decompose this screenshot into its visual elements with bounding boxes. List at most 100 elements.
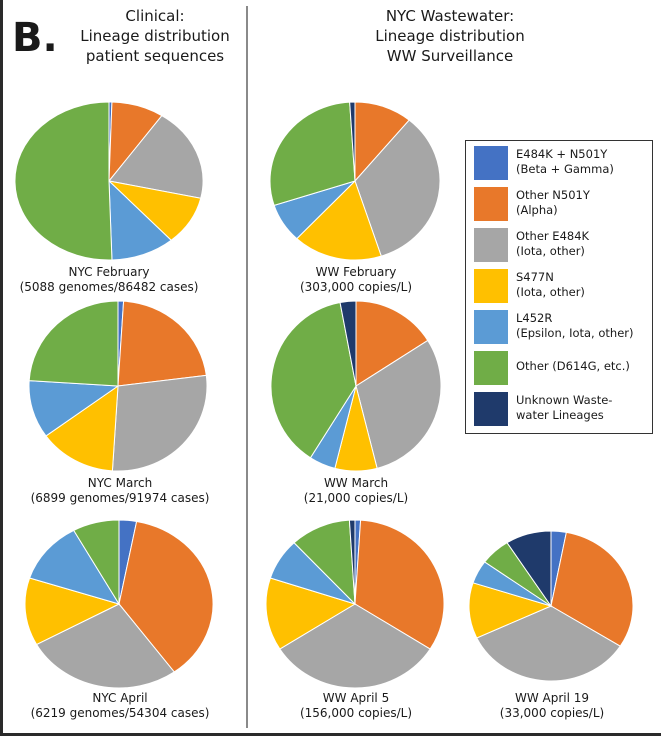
pie-slice-other	[269, 101, 356, 207]
pie-slice-s477n	[296, 180, 382, 261]
legend-item: Other E484K (Iota, other)	[466, 226, 654, 264]
pie-title: WW April 5	[322, 691, 390, 705]
pie-slice-s477n	[468, 582, 553, 639]
legend-item: Other N501Y (Alpha)	[466, 185, 654, 223]
legend-swatch	[474, 228, 508, 262]
pie-nyc-april	[24, 519, 214, 689]
pie-slice-other-e484k	[111, 374, 208, 472]
pie-slice-other	[28, 300, 119, 387]
legend-swatch	[474, 146, 508, 180]
legend-label-line: L452R	[516, 311, 553, 325]
pie-slice-unknown	[349, 101, 356, 182]
legend-label-line: S477N	[516, 270, 554, 284]
pie-slice-l452r	[108, 179, 172, 261]
pie-slice-s477n	[24, 577, 121, 646]
pie-slice-s477n	[265, 577, 357, 650]
legend-label-line: (Iota, other)	[516, 285, 585, 299]
pie-slice-other-e484k	[279, 603, 431, 689]
pie-subtitle: (33,000 copies/L)	[499, 706, 605, 720]
legend-label-line: water Lineages	[516, 408, 604, 422]
pie-ww-february	[269, 101, 441, 261]
legend-label-line: Unknown Waste-	[516, 393, 613, 407]
wastewater-header-line: Lineage distribution	[375, 27, 525, 45]
legend-label-line: (Iota, other)	[516, 244, 585, 258]
pie-ww-april-19	[468, 530, 634, 682]
caption-ww-february: WW February (303,000 copies/L)	[256, 265, 456, 295]
pie-slice-s477n	[45, 384, 119, 472]
legend-label: Other (D614G, etc.)	[516, 359, 630, 374]
caption-nyc-march: NYC March (6899 genomes/91974 cases)	[20, 476, 220, 506]
legend-label-line: E484K + N501Y	[516, 147, 608, 161]
pie-slice-other-e484k	[355, 339, 442, 469]
pie-subtitle: (5088 genomes/86482 cases)	[19, 280, 199, 294]
legend-item: L452R (Epsilon, Iota, other)	[466, 308, 654, 346]
legend-label: Unknown Waste-water Lineages	[516, 393, 612, 423]
panel-letter: B.	[12, 15, 58, 61]
legend-swatch	[474, 310, 508, 344]
legend-label-line: (Beta + Gamma)	[516, 162, 614, 176]
pie-title: NYC February	[68, 265, 150, 279]
legend-item: Other (D614G, etc.)	[466, 349, 654, 387]
legend-label-line: Other N501Y	[516, 188, 590, 202]
caption-ww-april-19: WW April 19 (33,000 copies/L)	[452, 691, 652, 721]
clinical-header-line: Lineage distribution	[80, 27, 230, 45]
pie-slice-unknown	[506, 530, 552, 608]
pie-subtitle: (21,000 copies/L)	[303, 491, 409, 505]
wastewater-header-line: WW Surveillance	[386, 47, 514, 65]
pie-title: WW April 19	[514, 691, 590, 705]
clinical-header-line: Clinical:	[125, 7, 185, 25]
pie-title: WW March	[323, 476, 389, 490]
caption-ww-april-5: WW April 5 (156,000 copies/L)	[256, 691, 456, 721]
legend-swatch	[474, 392, 508, 426]
legend-item: Unknown Waste-water Lineages	[466, 390, 654, 428]
pie-slice-l452r	[28, 529, 121, 605]
caption-nyc-february: NYC February (5088 genomes/86482 cases)	[9, 265, 209, 295]
clinical-header-line: patient sequences	[85, 47, 225, 65]
pie-slice-other-n501y	[118, 520, 214, 673]
clinical-header: Clinical: Lineage distribution patient s…	[60, 6, 250, 66]
legend-label-line: Other (D614G, etc.)	[516, 359, 630, 373]
legend-label-line: (Alpha)	[516, 203, 558, 217]
caption-nyc-april: NYC April (6219 genomes/54304 cases)	[20, 691, 220, 721]
pie-subtitle: (156,000 copies/L)	[299, 706, 413, 720]
pie-nyc-february	[14, 101, 204, 261]
wastewater-header-line: NYC Wastewater:	[385, 7, 515, 25]
pie-slice-other-n501y	[355, 300, 429, 387]
pie-slice-other	[14, 101, 113, 261]
legend-label-line: (Epsilon, Iota, other)	[516, 326, 634, 340]
panel-divider	[246, 6, 248, 728]
pie-slice-other	[270, 301, 357, 459]
pie-slice-unknown	[348, 519, 356, 605]
legend-swatch	[474, 187, 508, 221]
legend-swatch	[474, 351, 508, 385]
legend-item: E484K + N501Y (Beta + Gamma)	[466, 144, 654, 182]
pie-nyc-march	[28, 300, 208, 472]
pie-title: WW February	[315, 265, 397, 279]
pie-slice-other-n501y	[117, 300, 207, 387]
legend-label-line: Other E484K	[516, 229, 590, 243]
pie-title: NYC March	[87, 476, 153, 490]
pie-subtitle: (303,000 copies/L)	[299, 280, 413, 294]
legend: E484K + N501Y (Beta + Gamma) Other N501Y(…	[465, 140, 653, 434]
pie-subtitle: (6219 genomes/54304 cases)	[30, 706, 210, 720]
wastewater-header: NYC Wastewater: Lineage distribution WW …	[330, 6, 570, 66]
legend-label: E484K + N501Y (Beta + Gamma)	[516, 147, 614, 177]
pie-subtitle: (6899 genomes/91974 cases)	[30, 491, 210, 505]
pie-ww-april-5	[265, 519, 445, 689]
legend-label: Other E484K (Iota, other)	[516, 229, 589, 259]
pie-slice-other-e484k	[354, 119, 441, 257]
legend-label: Other N501Y (Alpha)	[516, 188, 590, 218]
legend-label: L452R (Epsilon, Iota, other)	[516, 311, 634, 341]
legend-item: S477N (Iota, other)	[466, 267, 654, 305]
pie-slice-other-e484k	[35, 603, 175, 689]
pie-slice-other-e484k	[476, 605, 621, 682]
legend-label: S477N (Iota, other)	[516, 270, 585, 300]
pie-title: NYC April	[92, 691, 148, 705]
pie-ww-march	[270, 300, 442, 472]
caption-ww-march: WW March (21,000 copies/L)	[256, 476, 456, 506]
pie-slice-unknown	[339, 300, 357, 387]
pie-slice-other-e484k	[108, 115, 204, 199]
pie-slice-other	[73, 519, 120, 606]
